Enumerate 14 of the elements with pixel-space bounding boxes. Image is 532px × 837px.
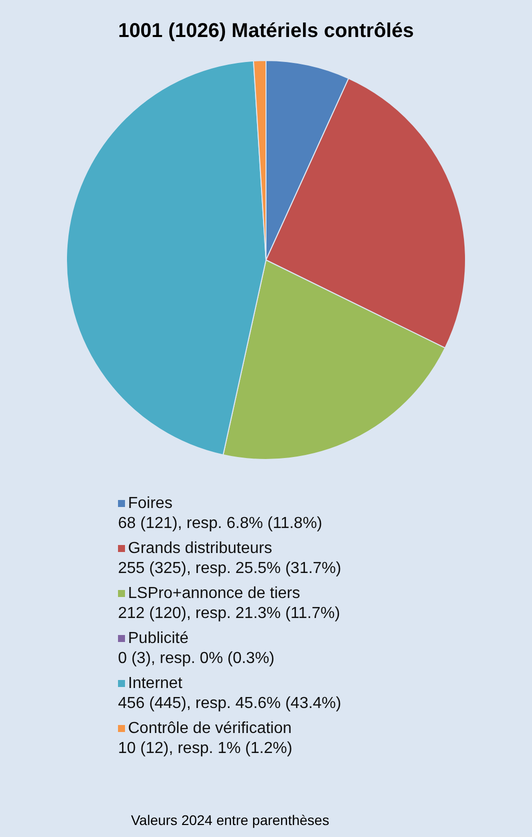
data-label: 456 (445), resp. 45.6% (43.4%) xyxy=(118,695,342,712)
legend-label: Publicité xyxy=(128,630,188,647)
text: Valeurs 2024 entre parenthèses xyxy=(131,812,330,828)
chart-title: 1001 (1026) Matériels contrôlés xyxy=(117,19,415,44)
data-label: 212 (120), resp. 21.3% (11.7%) xyxy=(118,605,340,622)
data-label: 10 (12), resp. 1% (1.2%) xyxy=(118,740,292,757)
data-label: 68 (121), resp. 6.8% (11.8%) xyxy=(118,515,322,532)
legend-label: Internet xyxy=(128,675,182,692)
legend-label: Foires xyxy=(128,495,172,512)
text: 0 (3), resp. 0% (0.3%) xyxy=(118,650,274,667)
legend-label: LSPro+annonce de tiers xyxy=(128,585,300,602)
legend-label: Grands distributeurs xyxy=(128,540,272,557)
data-label: 255 (325), resp. 25.5% (31.7%) xyxy=(118,560,342,577)
legend-label: Contrôle de vérification xyxy=(128,720,292,737)
